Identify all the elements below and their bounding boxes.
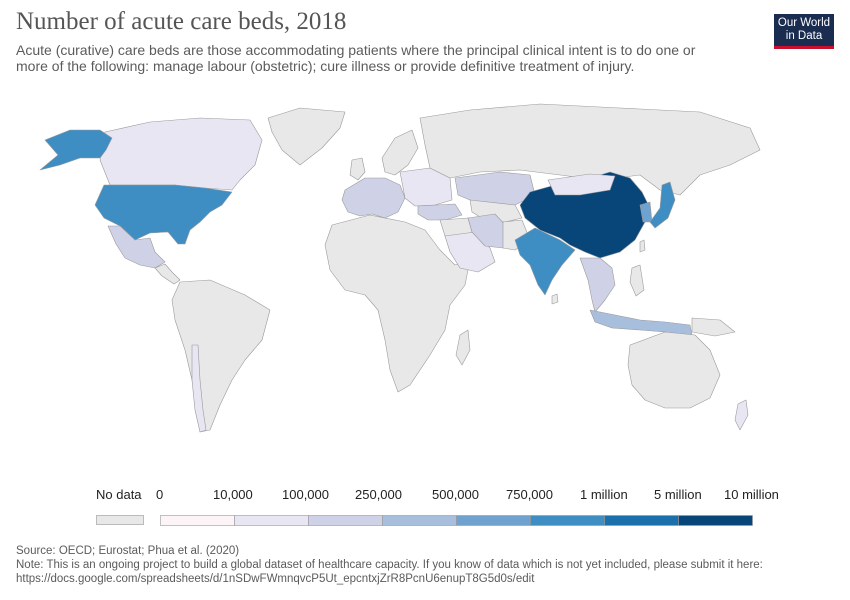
country-canada[interactable]: [99, 117, 263, 191]
logo-accent-bar: [774, 46, 834, 49]
legend-bin[interactable]: [160, 515, 235, 526]
country-kazakhstan[interactable]: [454, 171, 536, 206]
country-papua[interactable]: [691, 317, 736, 337]
legend-tick-label: 100,000: [282, 487, 329, 502]
legend-tick-label: 750,000: [506, 487, 553, 502]
country-turkey[interactable]: [417, 203, 463, 221]
legend-bin[interactable]: [382, 515, 457, 526]
chart-footer: Source: OECD; Eurostat; Phua et al. (202…: [16, 544, 836, 586]
country-taiwan[interactable]: [639, 239, 646, 253]
country-china[interactable]: [519, 171, 651, 259]
legend-tick-label: 5 million: [654, 487, 702, 502]
country-central-america[interactable]: [154, 263, 181, 285]
legend-tick-label: 0: [156, 487, 164, 502]
legend-tick-label: 250,000: [355, 487, 402, 502]
legend-no-data-label: No data: [96, 487, 142, 502]
legend-bin[interactable]: [678, 515, 753, 526]
country-greenland[interactable]: [267, 107, 346, 166]
legend-color-bar[interactable]: [160, 515, 756, 527]
country-africa[interactable]: [324, 214, 471, 393]
country-south-america[interactable]: [171, 279, 271, 433]
country-western-europe[interactable]: [341, 177, 406, 219]
country-mexico[interactable]: [107, 225, 166, 269]
country-madagascar[interactable]: [455, 329, 471, 366]
country-indonesia[interactable]: [589, 309, 693, 336]
country-japan[interactable]: [649, 181, 676, 229]
country-mongolia[interactable]: [547, 173, 616, 196]
legend-bin[interactable]: [234, 515, 309, 526]
logo-line-1: Our World: [777, 17, 831, 29]
country-australia[interactable]: [627, 331, 721, 409]
legend-no-data-swatch: [96, 515, 144, 525]
source-note: Source: OECD; Eurostat; Phua et al. (202…: [16, 545, 240, 557]
legend-bin[interactable]: [308, 515, 383, 526]
legend-bin[interactable]: [530, 515, 605, 526]
legend-tick-label: 1 million: [580, 487, 628, 502]
chart-subtitle: Acute (curative) care beds are those acc…: [16, 42, 696, 74]
legend-tick-label: 10,000: [213, 487, 253, 502]
country-united-kingdom[interactable]: [349, 157, 366, 181]
country-chile[interactable]: [191, 344, 207, 433]
country-alaska[interactable]: [39, 129, 113, 171]
owid-logo[interactable]: Our World in Data: [774, 14, 834, 49]
country-southeast-asia[interactable]: [579, 257, 616, 313]
country-india[interactable]: [514, 227, 576, 296]
country-united-states[interactable]: [94, 184, 233, 245]
chart-title: Number of acute care beds, 2018: [16, 8, 347, 35]
world-map[interactable]: [0, 95, 850, 445]
legend-bin[interactable]: [604, 515, 679, 526]
legend-bin[interactable]: [456, 515, 531, 526]
legend-tick-label: 10 million: [724, 487, 779, 502]
logo-line-2: in Data: [785, 30, 823, 42]
country-new-zealand[interactable]: [734, 399, 749, 431]
country-philippines[interactable]: [629, 264, 645, 297]
country-scandinavia[interactable]: [381, 129, 419, 176]
dataset-note[interactable]: Note: This is an ongoing project to buil…: [16, 559, 763, 585]
legend-tick-label: 500,000: [432, 487, 479, 502]
country-sri-lanka[interactable]: [551, 293, 559, 305]
